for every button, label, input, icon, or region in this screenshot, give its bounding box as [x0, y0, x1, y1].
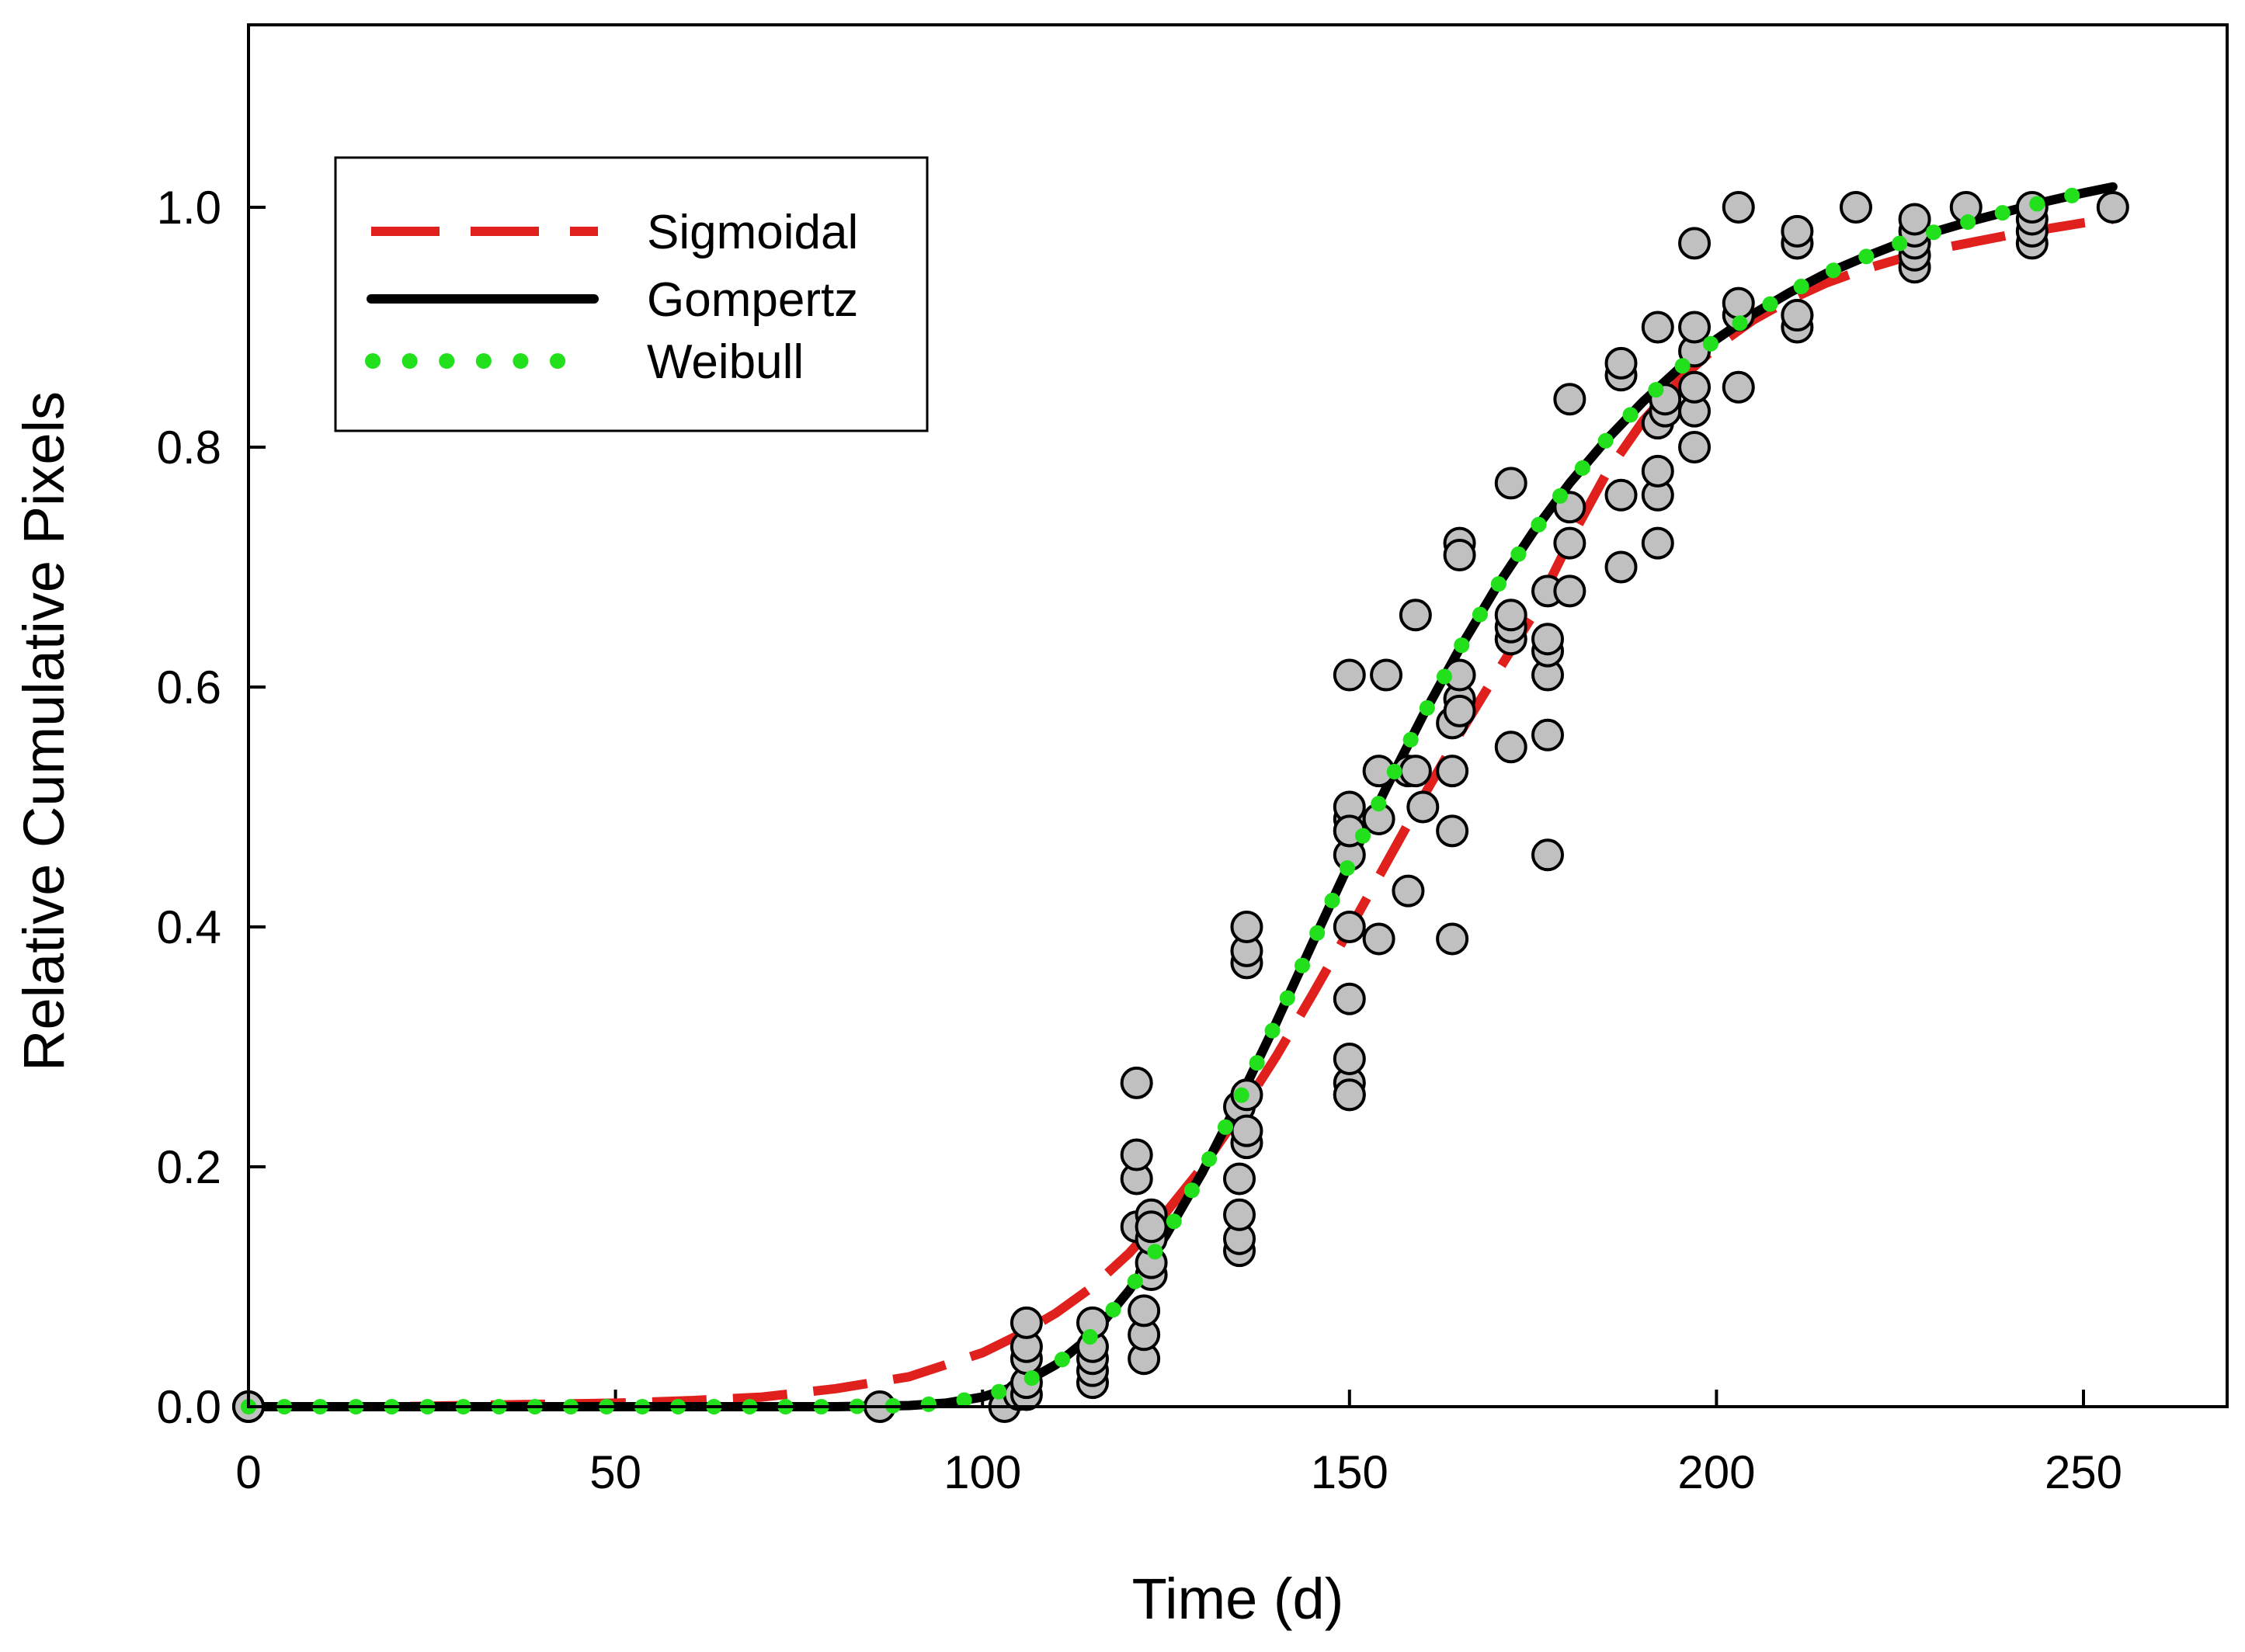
observation-point — [2096, 191, 2129, 224]
observation-point — [1230, 1114, 1263, 1147]
x-tick-label: 200 — [1677, 1446, 1755, 1498]
observation-point — [1553, 383, 1586, 416]
y-tick-label: 0.2 — [157, 1141, 221, 1193]
observation-point — [1531, 623, 1565, 656]
observation-point — [1641, 454, 1674, 488]
legend-label-gompertz: Gompertz — [647, 273, 858, 327]
y-tick-label: 0.0 — [157, 1381, 221, 1433]
observation-point — [1399, 755, 1432, 788]
y-tick-label: 1.0 — [157, 182, 221, 234]
observation-point — [1120, 1066, 1153, 1099]
x-tick-label: 50 — [589, 1446, 641, 1498]
observation-point — [1604, 478, 1638, 512]
observation-point — [1230, 911, 1263, 943]
observation-point — [1333, 1078, 1366, 1112]
y-tick-label: 0.4 — [157, 901, 221, 953]
observation-point — [1722, 191, 1755, 224]
observation-point — [1604, 346, 1638, 380]
plot-frame — [247, 23, 2229, 1408]
observation-point — [1722, 370, 1755, 404]
observation-point — [1333, 1042, 1366, 1075]
observation-point — [1443, 694, 1476, 727]
y-tick-label: 0.8 — [157, 422, 221, 474]
observation-point — [1722, 286, 1755, 320]
observation-point — [1604, 550, 1638, 584]
observation-point — [1333, 911, 1366, 943]
observation-point — [1399, 599, 1432, 632]
observation-point — [1362, 922, 1395, 956]
observation-points — [232, 191, 2129, 1423]
observation-point — [1436, 755, 1469, 788]
observation-point — [1223, 1198, 1256, 1231]
observation-point — [1531, 718, 1565, 751]
observation-point — [1494, 599, 1527, 632]
observation-point — [1128, 1294, 1161, 1328]
weibull-curve-dots — [241, 182, 2106, 1414]
observation-point — [1120, 1138, 1153, 1171]
x-tick-label: 150 — [1311, 1446, 1388, 1498]
x-tick-label: 100 — [944, 1446, 1021, 1498]
x-axis-title: Time (d) — [1132, 1567, 1344, 1631]
y-axis-ticks: 0.0 0.2 0.4 0.6 0.8 1.0 — [157, 182, 266, 1433]
y-axis-title: Relative Cumulative Pixels — [12, 391, 76, 1071]
observation-point — [1553, 574, 1586, 608]
observation-point — [1223, 1162, 1256, 1196]
observation-point — [1898, 203, 1931, 236]
x-tick-label: 0 — [235, 1446, 261, 1498]
observation-point — [1494, 731, 1527, 764]
observation-point — [1553, 526, 1586, 560]
x-tick-label: 250 — [2045, 1446, 2122, 1498]
observation-point — [1135, 1210, 1168, 1244]
observation-point — [1010, 1306, 1043, 1339]
observation-point — [1392, 874, 1425, 908]
observation-point — [1678, 311, 1712, 344]
observation-point — [1370, 658, 1403, 692]
observation-point — [1436, 922, 1469, 956]
legend-label-sigmoidal: Sigmoidal — [647, 206, 858, 259]
weibull-curve — [241, 182, 2106, 1414]
observation-point — [1781, 214, 1814, 248]
legend-label-weibull: Weibull — [647, 335, 804, 389]
x-axis-ticks: 0 50 100 150 200 250 — [235, 1390, 2122, 1498]
observation-point — [1333, 658, 1366, 692]
observation-point — [1436, 814, 1469, 848]
observation-point — [1494, 467, 1527, 500]
observation-point — [1443, 539, 1476, 572]
y-tick-label: 0.6 — [157, 661, 221, 713]
observation-point — [1678, 227, 1712, 260]
observation-point — [1333, 982, 1366, 1015]
observation-point — [1406, 790, 1440, 824]
observation-point — [1678, 431, 1712, 463]
observation-point — [1641, 311, 1674, 344]
observation-point — [1531, 838, 1565, 872]
observation-point — [1678, 370, 1712, 404]
legend: Sigmoidal Gompertz Weibull — [334, 156, 929, 432]
sigmoidal-curve — [248, 214, 2114, 1411]
observation-point — [1781, 299, 1814, 332]
observation-point — [1839, 191, 1872, 224]
observation-point — [1641, 526, 1674, 560]
